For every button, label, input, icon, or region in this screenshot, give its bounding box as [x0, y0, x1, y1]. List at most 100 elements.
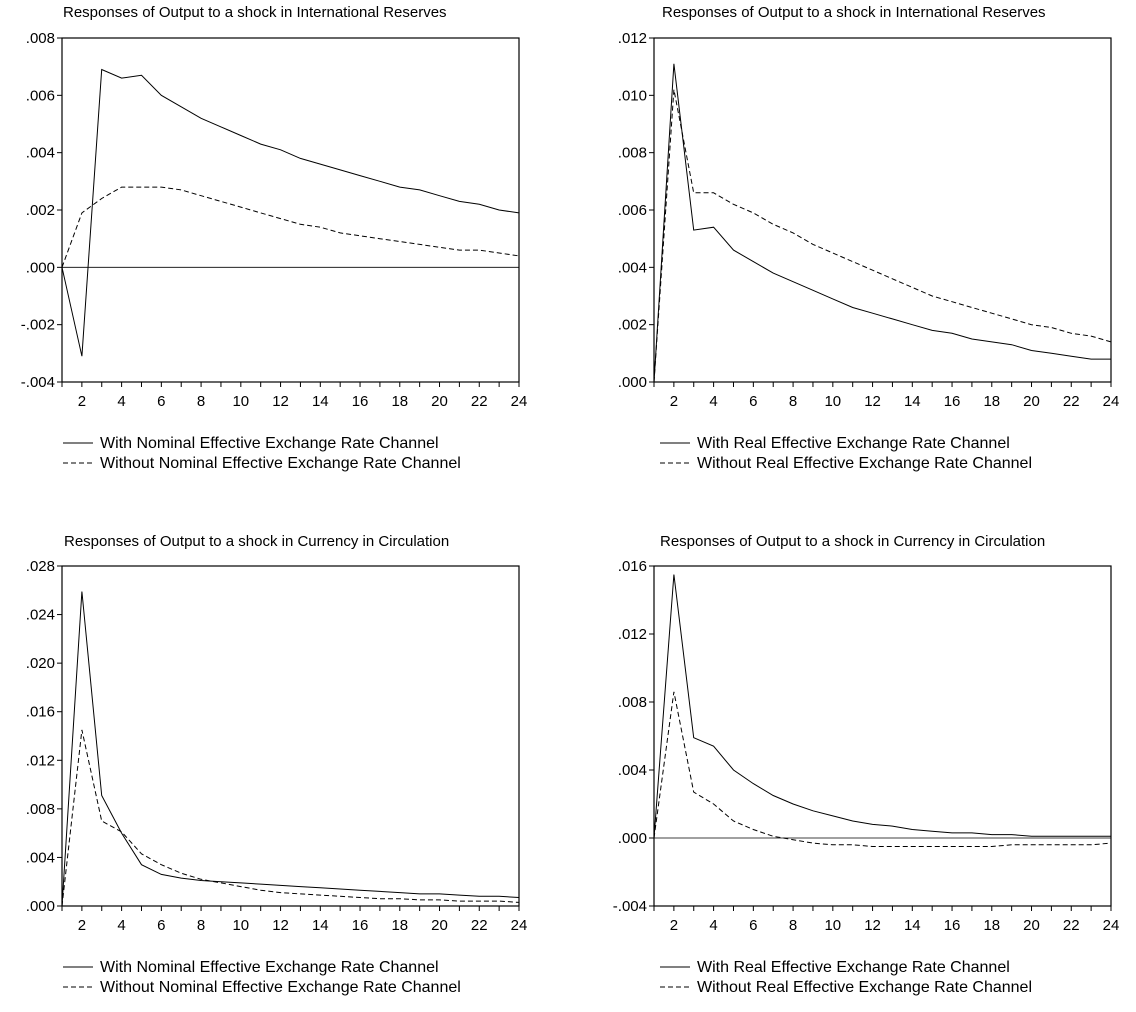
x-tick-label: 20 — [431, 917, 448, 934]
plot-frame — [653, 37, 1112, 383]
y-tick-label: .012 — [618, 626, 647, 643]
y-tick-label: .008 — [26, 801, 55, 818]
x-tick-label: 10 — [232, 917, 249, 934]
x-tick-label: 6 — [157, 917, 165, 934]
x-tick-label: 12 — [864, 393, 881, 410]
y-tick-label: .012 — [26, 752, 55, 769]
x-tick-label: 8 — [197, 917, 205, 934]
y-tick-label: .008 — [26, 30, 55, 47]
y-tick-label: .028 — [26, 558, 55, 575]
x-tick-label: 8 — [789, 917, 797, 934]
chart-title: Responses of Output to a shock in Curren… — [660, 533, 1045, 550]
x-tick-label: 14 — [904, 917, 921, 934]
series-line-without — [61, 186, 520, 268]
x-tick-label: 24 — [1103, 917, 1120, 934]
plot-frame — [653, 565, 1112, 907]
chart-panel-3: Responses of Output to a shock in Curren… — [26, 533, 528, 996]
x-tick-label: 2 — [670, 393, 678, 410]
chart-panel-2: Responses of Output to a shock in Intern… — [618, 4, 1120, 472]
legend-label: Without Real Effective Exchange Rate Cha… — [697, 455, 1032, 472]
x-tick-label: 10 — [824, 917, 841, 934]
legend-label: Without Nominal Effective Exchange Rate … — [100, 979, 461, 996]
x-tick-label: 10 — [232, 393, 249, 410]
x-tick-label: 22 — [471, 393, 488, 410]
x-tick-label: 24 — [511, 917, 528, 934]
x-tick-label: 14 — [904, 393, 921, 410]
y-tick-label: .010 — [618, 87, 647, 104]
plot-frame — [61, 37, 520, 383]
chart-title: Responses of Output to a shock in Intern… — [63, 4, 447, 21]
x-tick-label: 24 — [1103, 393, 1120, 410]
y-tick-label: .008 — [618, 145, 647, 162]
chart-panel-4: Responses of Output to a shock in Curren… — [613, 533, 1120, 996]
y-tick-label: .004 — [26, 849, 55, 866]
x-tick-label: 6 — [157, 393, 165, 410]
y-tick-label: .000 — [26, 259, 55, 276]
x-tick-label: 6 — [749, 393, 757, 410]
x-tick-label: 22 — [1063, 393, 1080, 410]
y-tick-label: -.002 — [21, 317, 55, 334]
y-tick-label: .024 — [26, 607, 55, 624]
y-tick-label: .006 — [26, 87, 55, 104]
series-line-with — [61, 591, 520, 907]
series-line-without — [653, 691, 1112, 847]
x-tick-label: 22 — [1063, 917, 1080, 934]
x-tick-label: 16 — [352, 917, 369, 934]
legend-label: With Real Effective Exchange Rate Channe… — [697, 959, 1010, 976]
x-tick-label: 12 — [272, 393, 289, 410]
legend-label: With Real Effective Exchange Rate Channe… — [697, 435, 1010, 452]
x-tick-label: 4 — [117, 917, 125, 934]
x-tick-label: 20 — [431, 393, 448, 410]
y-tick-label: .004 — [618, 762, 647, 779]
y-tick-label: .016 — [26, 704, 55, 721]
y-tick-label: .020 — [26, 655, 55, 672]
series-line-without — [61, 729, 520, 907]
x-tick-label: 16 — [352, 393, 369, 410]
chart-title: Responses of Output to a shock in Curren… — [64, 533, 449, 550]
x-tick-label: 12 — [272, 917, 289, 934]
y-tick-label: .004 — [618, 259, 647, 276]
x-tick-label: 14 — [312, 917, 329, 934]
y-tick-label: .002 — [618, 317, 647, 334]
legend-label: With Nominal Effective Exchange Rate Cha… — [100, 959, 439, 976]
y-tick-label: .016 — [618, 558, 647, 575]
y-tick-label: .004 — [26, 145, 55, 162]
plot-frame — [61, 565, 520, 907]
x-tick-label: 22 — [471, 917, 488, 934]
x-tick-label: 4 — [709, 393, 717, 410]
x-tick-label: 20 — [1023, 393, 1040, 410]
x-tick-label: 12 — [864, 917, 881, 934]
y-tick-label: -.004 — [613, 898, 647, 915]
legend-label: Without Nominal Effective Exchange Rate … — [100, 455, 461, 472]
x-tick-label: 24 — [511, 393, 528, 410]
x-tick-label: 18 — [983, 917, 1000, 934]
x-tick-label: 2 — [78, 917, 86, 934]
x-tick-label: 6 — [749, 917, 757, 934]
x-tick-label: 8 — [789, 393, 797, 410]
x-tick-label: 4 — [709, 917, 717, 934]
x-tick-label: 16 — [944, 393, 961, 410]
x-tick-label: 8 — [197, 393, 205, 410]
y-tick-label: .002 — [26, 202, 55, 219]
legend-label: With Nominal Effective Exchange Rate Cha… — [100, 435, 439, 452]
series-line-with — [653, 574, 1111, 839]
x-tick-label: 2 — [670, 917, 678, 934]
y-tick-label: .000 — [26, 898, 55, 915]
series-line-with — [653, 63, 1111, 383]
x-tick-label: 18 — [391, 393, 408, 410]
x-tick-label: 18 — [391, 917, 408, 934]
x-tick-label: 14 — [312, 393, 329, 410]
x-tick-label: 2 — [78, 393, 86, 410]
x-tick-label: 18 — [983, 393, 1000, 410]
x-tick-label: 20 — [1023, 917, 1040, 934]
series-line-with — [61, 68, 520, 357]
x-tick-label: 16 — [944, 917, 961, 934]
y-tick-label: .000 — [618, 830, 647, 847]
x-tick-label: 4 — [117, 393, 125, 410]
y-tick-label: .008 — [618, 694, 647, 711]
chart-panel-1: Responses of Output to a shock in Intern… — [21, 4, 528, 472]
y-tick-label: -.004 — [21, 374, 55, 391]
y-tick-label: .000 — [618, 374, 647, 391]
series-line-without — [653, 89, 1112, 383]
